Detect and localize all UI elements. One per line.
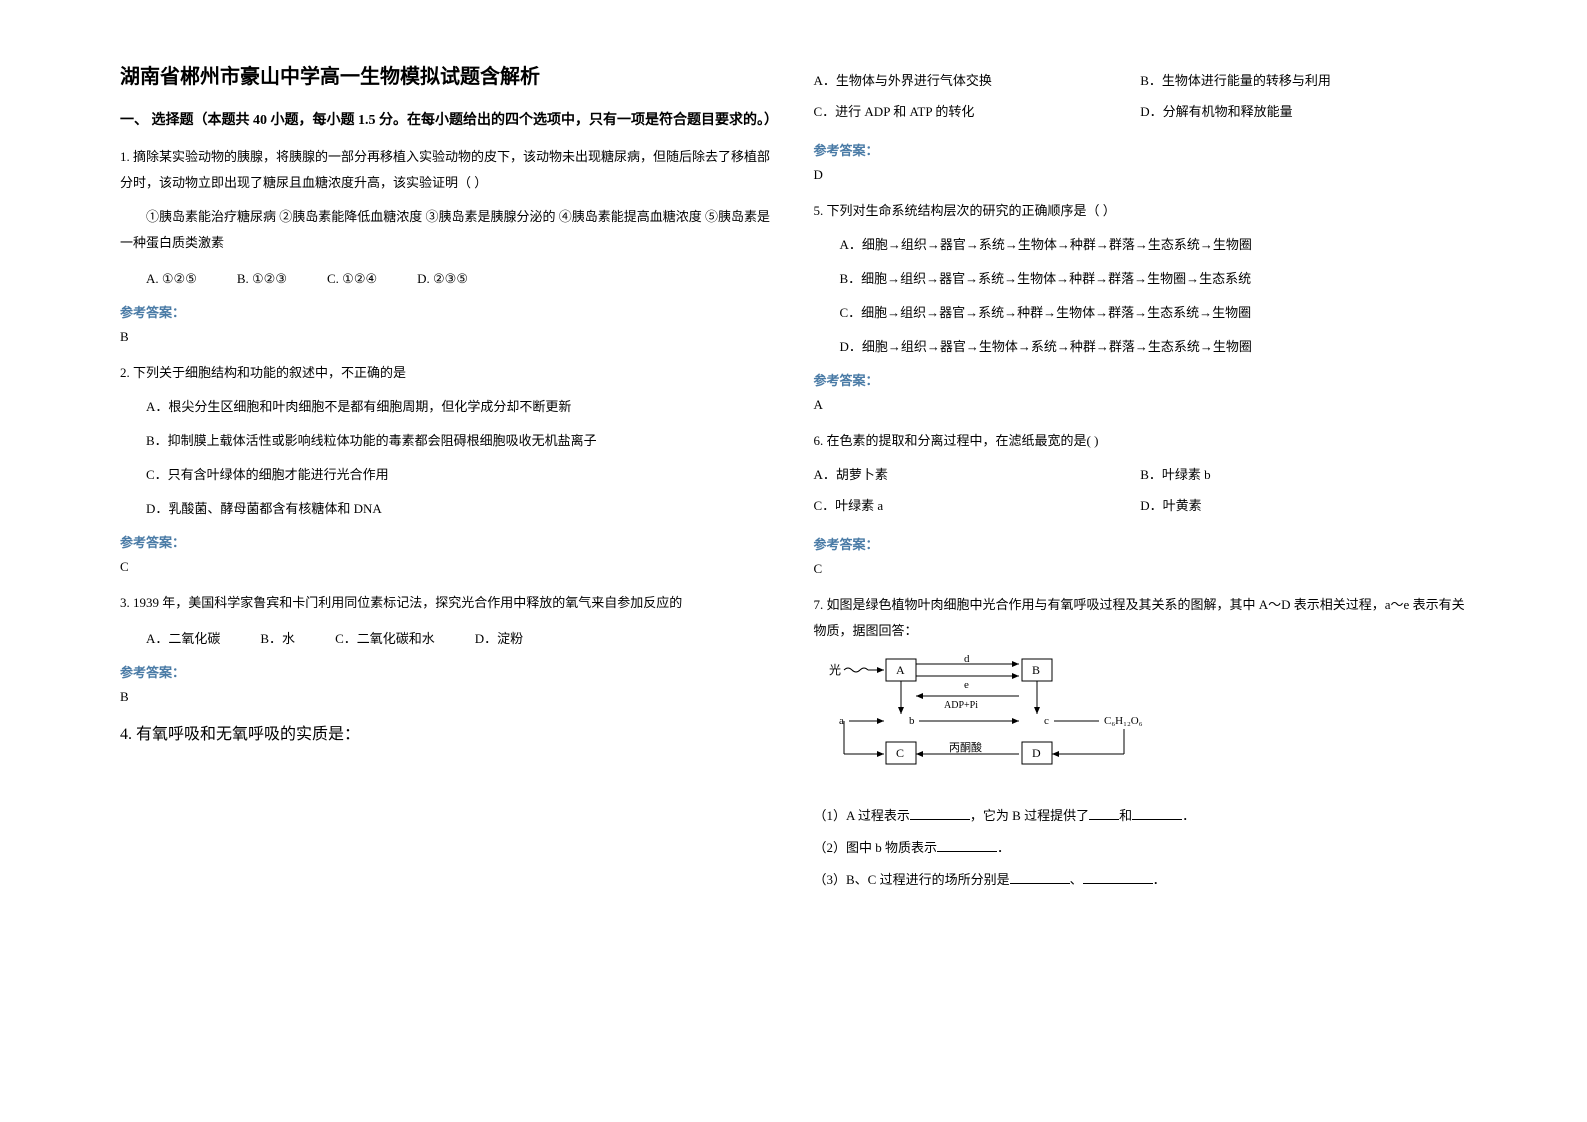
q1-text: 1. 摘除某实验动物的胰腺，将胰腺的一部分再移植入实验动物的皮下，该动物未出现糖… bbox=[120, 144, 774, 196]
q2-opt-a: A．根尖分生区细胞和叶肉细胞不是都有细胞周期，但化学成分却不断更新 bbox=[146, 394, 774, 420]
answer-label: 参考答案： bbox=[120, 662, 774, 681]
q3-opt-a: A．二氧化碳 bbox=[146, 626, 220, 652]
q4-opt-b: B．生物体进行能量的转移与利用 bbox=[1140, 68, 1467, 94]
q5-opt-d: D．细胞→组织→器官→生物体→系统→种群→群落→生态系统→生物圈 bbox=[840, 334, 1468, 360]
q3-text: 3. 1939 年，美国科学家鲁宾和卡门利用同位素标记法，探究光合作用中释放的氧… bbox=[120, 590, 774, 616]
q6-opt-b: B．叶绿素 b bbox=[1140, 462, 1467, 488]
q4-options: A．生物体与外界进行气体交换 B．生物体进行能量的转移与利用 C．进行 ADP … bbox=[814, 68, 1468, 130]
answer-label: 参考答案： bbox=[814, 534, 1468, 553]
q3-opt-c: C．二氧化碳和水 bbox=[335, 626, 435, 652]
q5-opt-b: B．细胞→组织→器官→系统→生物体→种群→群落→生物圈→生态系统 bbox=[840, 266, 1468, 292]
svg-text:d: d bbox=[964, 654, 970, 665]
question-4: A．生物体与外界进行气体交换 B．生物体进行能量的转移与利用 C．进行 ADP … bbox=[814, 68, 1468, 130]
svg-text:ADP+Pi: ADP+Pi bbox=[944, 700, 978, 711]
q2-opt-c: C．只有含叶绿体的细胞才能进行光合作用 bbox=[146, 462, 774, 488]
q3-opt-b: B．水 bbox=[260, 626, 295, 652]
q2-opt-b: B．抑制膜上载体活性或影响线粒体功能的毒素都会阻碍根细胞吸收无机盐离子 bbox=[146, 428, 774, 454]
q5-text: 5. 下列对生命系统结构层次的研究的正确顺序是（ ） bbox=[814, 198, 1468, 224]
q1-opt-c: C. ①②④ bbox=[327, 266, 377, 292]
q2-answer: C bbox=[120, 559, 774, 575]
answer-label: 参考答案： bbox=[814, 370, 1468, 389]
q7-fill1: （1）A 过程表示，它为 B 过程提供了和． bbox=[814, 803, 1468, 829]
svg-text:e: e bbox=[964, 679, 969, 691]
left-column: 湖南省郴州市豪山中学高一生物模拟试题含解析 一、 选择题（本题共 40 小题，每… bbox=[100, 60, 794, 1062]
q6-options: A．胡萝卜素 B．叶绿素 b C．叶绿素 a D．叶黄素 bbox=[814, 462, 1468, 524]
diagram-svg: 光 A d e B ADP+Pi bbox=[824, 654, 1184, 784]
q4-text: 4. 有氧呼吸和无氧呼吸的实质是： bbox=[120, 720, 774, 744]
q2-text: 2. 下列关于细胞结构和功能的叙述中，不正确的是 bbox=[120, 360, 774, 386]
svg-text:c: c bbox=[1044, 715, 1049, 727]
document-title: 湖南省郴州市豪山中学高一生物模拟试题含解析 bbox=[120, 60, 774, 89]
diagram-light: 光 bbox=[829, 663, 841, 677]
question-1: 1. 摘除某实验动物的胰腺，将胰腺的一部分再移植入实验动物的皮下，该动物未出现糖… bbox=[120, 144, 774, 292]
q1-opt-a: A. ①②⑤ bbox=[146, 266, 197, 292]
q3-options: A．二氧化碳 B．水 C．二氧化碳和水 D．淀粉 bbox=[146, 626, 774, 652]
question-3: 3. 1939 年，美国科学家鲁宾和卡门利用同位素标记法，探究光合作用中释放的氧… bbox=[120, 590, 774, 652]
answer-label: 参考答案： bbox=[120, 532, 774, 551]
svg-text:丙酮酸: 丙酮酸 bbox=[949, 740, 982, 754]
q5-opt-c: C．细胞→组织→器官→系统→种群→生物体→群落→生态系统→生物圈 bbox=[840, 300, 1468, 326]
q1-options: A. ①②⑤ B. ①②③ C. ①②④ D. ②③⑤ bbox=[146, 266, 774, 292]
question-7: 7. 如图是绿色植物叶肉细胞中光合作用与有氧呼吸过程及其关系的图解，其中 A～D… bbox=[814, 592, 1468, 893]
answer-label: 参考答案： bbox=[814, 140, 1468, 159]
q6-opt-c: C．叶绿素 a bbox=[814, 493, 1141, 519]
q5-answer: A bbox=[814, 397, 1468, 413]
svg-text:A: A bbox=[896, 663, 905, 677]
right-column: A．生物体与外界进行气体交换 B．生物体进行能量的转移与利用 C．进行 ADP … bbox=[794, 60, 1488, 1062]
q5-opt-a: A．细胞→组织→器官→系统→生物体→种群→群落→生态系统→生物圈 bbox=[840, 232, 1468, 258]
q4-opt-d: D．分解有机物和释放能量 bbox=[1140, 99, 1467, 125]
section-header: 一、 选择题（本题共 40 小题，每小题 1.5 分。在每小题给出的四个选项中，… bbox=[120, 109, 774, 129]
svg-text:a: a bbox=[839, 715, 844, 727]
q7-text: 7. 如图是绿色植物叶肉细胞中光合作用与有氧呼吸过程及其关系的图解，其中 A～D… bbox=[814, 592, 1468, 644]
q7-fill2: （2）图中 b 物质表示． bbox=[814, 835, 1468, 861]
svg-text:b: b bbox=[909, 715, 915, 727]
q1-answer: B bbox=[120, 329, 774, 345]
svg-text:C₆H₁₂O₆: C₆H₁₂O₆ bbox=[1104, 715, 1143, 727]
q3-answer: B bbox=[120, 689, 774, 705]
q2-opt-d: D．乳酸菌、酵母菌都含有核糖体和 DNA bbox=[146, 496, 774, 522]
q7-fill3: （3）B、C 过程进行的场所分别是、． bbox=[814, 867, 1468, 893]
answer-label: 参考答案： bbox=[120, 302, 774, 321]
q1-conditions: ①胰岛素能治疗糖尿病 ②胰岛素能降低血糖浓度 ③胰岛素是胰腺分泌的 ④胰岛素能提… bbox=[120, 204, 774, 256]
question-6: 6. 在色素的提取和分离过程中，在滤纸最宽的是( ) A．胡萝卜素 B．叶绿素 … bbox=[814, 428, 1468, 524]
q3-opt-d: D．淀粉 bbox=[475, 626, 523, 652]
svg-text:B: B bbox=[1032, 663, 1040, 677]
q6-opt-a: A．胡萝卜素 bbox=[814, 462, 1141, 488]
q7-diagram: 光 A d e B ADP+Pi bbox=[814, 654, 1468, 793]
q6-opt-d: D．叶黄素 bbox=[1140, 493, 1467, 519]
q1-opt-b: B. ①②③ bbox=[237, 266, 287, 292]
q4-answer: D bbox=[814, 167, 1468, 183]
q6-answer: C bbox=[814, 561, 1468, 577]
q1-opt-d: D. ②③⑤ bbox=[417, 266, 468, 292]
question-5: 5. 下列对生命系统结构层次的研究的正确顺序是（ ） A．细胞→组织→器官→系统… bbox=[814, 198, 1468, 360]
question-2: 2. 下列关于细胞结构和功能的叙述中，不正确的是 A．根尖分生区细胞和叶肉细胞不… bbox=[120, 360, 774, 522]
q4-opt-c: C．进行 ADP 和 ATP 的转化 bbox=[814, 99, 1141, 125]
svg-text:D: D bbox=[1032, 746, 1041, 760]
svg-text:C: C bbox=[896, 746, 904, 760]
q6-text: 6. 在色素的提取和分离过程中，在滤纸最宽的是( ) bbox=[814, 428, 1468, 454]
q4-opt-a: A．生物体与外界进行气体交换 bbox=[814, 68, 1141, 94]
